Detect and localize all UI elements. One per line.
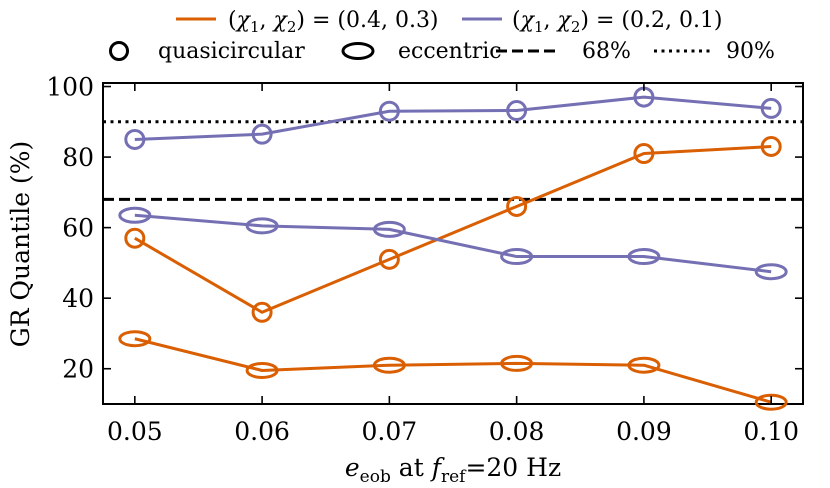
legend-purple-label: (χ1, χ2) = (0.2, 0.1) — [512, 8, 723, 36]
data-point — [251, 301, 273, 323]
series-0 — [124, 135, 782, 323]
x-tick-label: 0.08 — [489, 417, 545, 446]
data-point — [124, 128, 146, 150]
legend-90-label: 90% — [726, 39, 775, 64]
y-tick-label: 100 — [46, 73, 94, 102]
data-point — [627, 248, 661, 266]
data-point — [760, 135, 782, 157]
y-tick-label: 80 — [62, 143, 94, 172]
x-axis-ticks: 0.05 0.06 0.07 0.08 0.09 0.10 — [107, 83, 799, 446]
series-2 — [124, 86, 782, 150]
reference-lines — [103, 120, 803, 201]
series-layer — [118, 86, 788, 411]
legend-orange-label: (χ1, χ2) = (0.4, 0.3) — [228, 8, 439, 36]
data-point — [754, 263, 788, 281]
x-tick-label: 0.05 — [107, 417, 163, 446]
x-tick-label: 0.06 — [234, 417, 290, 446]
data-point — [245, 217, 279, 235]
data-point — [118, 206, 152, 224]
data-point — [372, 220, 406, 238]
legend-ellipse-marker-icon — [341, 42, 375, 60]
data-point — [378, 100, 400, 122]
series-line-3 — [134, 213, 772, 274]
x-axis-label: eeob at fref=20 Hz — [345, 453, 561, 487]
x-tick-label: 0.09 — [616, 417, 672, 446]
x-tick-label: 0.07 — [362, 417, 418, 446]
x-tick-label: 0.10 — [743, 417, 799, 446]
y-tick-label: 40 — [62, 284, 94, 313]
data-point — [627, 356, 661, 374]
series-line-1 — [134, 337, 772, 404]
data-point — [124, 227, 146, 249]
data-point — [372, 356, 406, 374]
y-tick-label: 60 — [62, 214, 94, 243]
data-point — [506, 100, 528, 122]
series-line-2 — [134, 95, 772, 141]
data-point — [760, 97, 782, 119]
series-3 — [118, 206, 788, 281]
legend-68-label: 68% — [582, 39, 631, 64]
data-point — [118, 330, 152, 348]
y-tick-label: 20 — [62, 355, 94, 384]
y-axis-ticks: 20 40 60 80 100 — [46, 73, 803, 384]
data-point — [633, 143, 655, 165]
data-point — [500, 354, 534, 372]
data-point — [245, 361, 279, 379]
series-1 — [118, 330, 788, 411]
legend: (χ1, χ2) = (0.4, 0.3) (χ1, χ2) = (0.2, 0… — [109, 8, 775, 64]
data-point — [378, 248, 400, 270]
data-point — [754, 393, 788, 411]
legend-circle-marker-icon — [109, 41, 129, 61]
data-point — [251, 123, 273, 145]
data-point — [506, 195, 528, 217]
data-point — [500, 248, 534, 266]
plot-frame — [102, 82, 804, 405]
series-line-0 — [134, 144, 772, 314]
legend-quasicircular-label: quasicircular — [158, 39, 305, 64]
y-axis-label: GR Quantile (%) — [6, 141, 35, 347]
legend-eccentric-label: eccentric — [398, 39, 502, 64]
